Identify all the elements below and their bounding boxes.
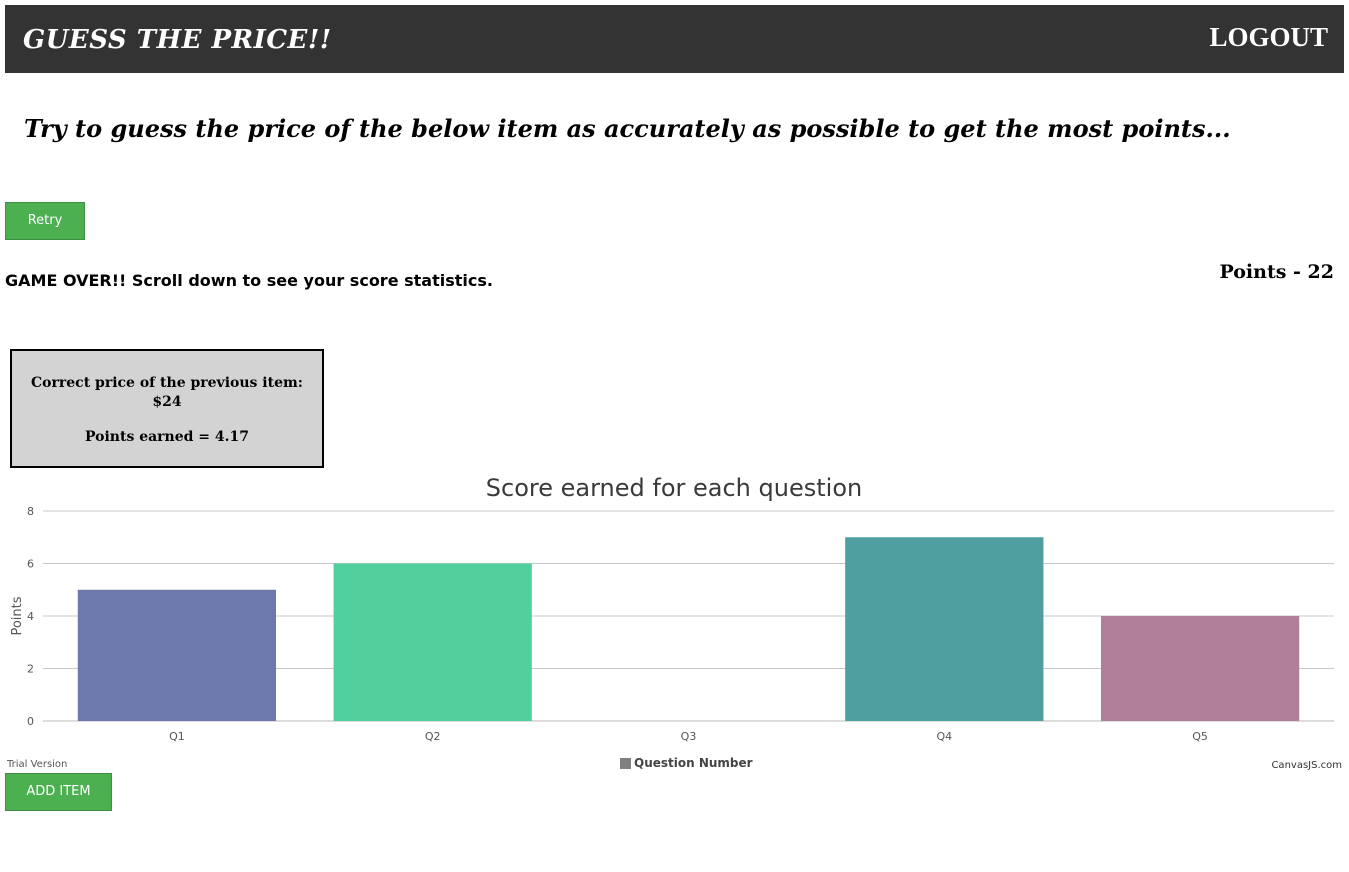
- y-tick-label: 2: [27, 663, 34, 676]
- correct-price-label: Correct price of the previous item:: [31, 375, 303, 391]
- score-chart: Score earned for each question Points 0 2…: [0, 470, 1349, 771]
- bar-q1[interactable]: [77, 589, 277, 721]
- x-tick-label: Q1: [169, 730, 185, 743]
- y-tick-label: 4: [27, 610, 34, 623]
- x-tick-label: Q5: [1192, 730, 1208, 743]
- game-over-message: GAME OVER!! Scroll down to see your scor…: [5, 271, 493, 290]
- y-tick-label: 6: [27, 558, 34, 571]
- x-tick-label: Q4: [936, 730, 952, 743]
- bar-q5[interactable]: [1100, 616, 1300, 721]
- retry-button[interactable]: Retry: [5, 202, 85, 240]
- canvasjs-credit-link[interactable]: CanvasJS.com: [1271, 760, 1342, 771]
- correct-price-value: $24: [152, 394, 182, 410]
- logout-link[interactable]: LOGOUT: [1209, 22, 1328, 52]
- legend-label[interactable]: Question Number: [634, 756, 753, 770]
- points-total: Points - 22: [1219, 261, 1334, 283]
- points-earned-text: Points earned = 4.17: [84, 429, 249, 445]
- x-tick-label: Q2: [425, 730, 441, 743]
- trial-version-note: Trial Version: [7, 759, 68, 770]
- y-tick-label: 0: [27, 715, 34, 728]
- bar-q4[interactable]: [845, 537, 1044, 721]
- score-chart-svg: Score earned for each question Points 0 2…: [10, 474, 1334, 770]
- legend-swatch: [620, 758, 631, 769]
- add-item-button[interactable]: ADD ITEM: [5, 773, 112, 811]
- instruction-heading: Try to guess the price of the below item…: [24, 114, 1231, 143]
- bar-q2[interactable]: [333, 563, 532, 722]
- y-axis-label: Points: [10, 596, 25, 635]
- y-tick-label: 8: [27, 505, 34, 518]
- previous-item-result-box: Correct price of the previous item: $24 …: [10, 349, 324, 468]
- app-title: GUESS THE PRICE!!: [23, 25, 332, 55]
- chart-title: Score earned for each question: [486, 474, 862, 502]
- x-tick-label: Q3: [681, 730, 697, 743]
- top-navigation-bar: GUESS THE PRICE!! LOGOUT: [5, 5, 1344, 73]
